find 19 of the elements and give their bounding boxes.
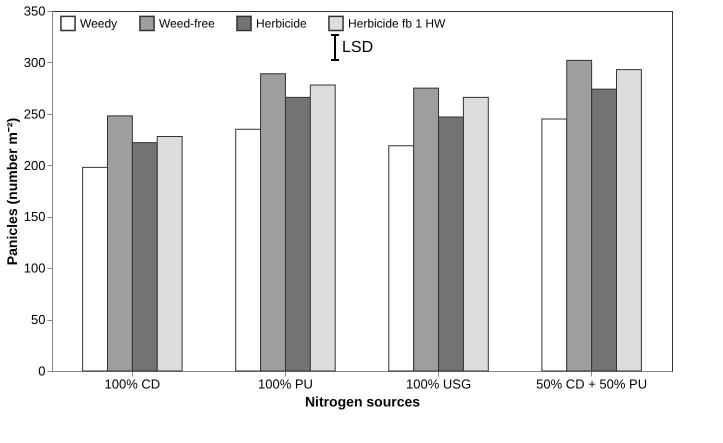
annotation: LSD xyxy=(342,39,374,56)
y-tick-label: 0 xyxy=(38,364,46,378)
x-axis-title: Nitrogen sources xyxy=(304,394,420,410)
legend-label: Weed-free xyxy=(159,16,216,30)
y-tick-label: 50 xyxy=(31,312,46,328)
y-tick-label: 150 xyxy=(24,209,46,224)
x-tick-label: 50% CD + 50% PU xyxy=(536,376,648,392)
legend-label: Weedy xyxy=(80,16,118,30)
legend-label: Herbicide xyxy=(256,16,308,30)
y-tick-label: 350 xyxy=(24,4,46,18)
legend-label: Herbicide fb 1 HW xyxy=(348,16,446,30)
x-tick-label: 100% USG xyxy=(406,376,472,392)
x-tick-label: 100% PU xyxy=(258,376,313,392)
y-tick-label: 100 xyxy=(24,260,46,276)
y-tick-label: 250 xyxy=(24,106,46,122)
y-tick-label: 300 xyxy=(24,54,46,70)
y-tick-label: 200 xyxy=(24,158,46,173)
y-axis-title: Panicles (number m⁻²) xyxy=(4,118,20,266)
x-tick-label: 100% CD xyxy=(104,376,160,392)
